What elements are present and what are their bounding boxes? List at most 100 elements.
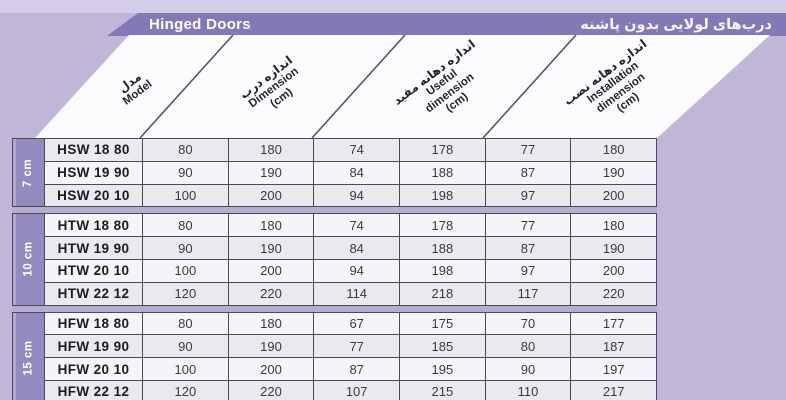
value-cell: 67 bbox=[313, 312, 400, 335]
value-cell: 197 bbox=[570, 358, 657, 380]
value-cell: 90 bbox=[142, 161, 228, 184]
value-cell: 198 bbox=[399, 184, 485, 207]
value-cell: 100 bbox=[142, 184, 228, 207]
spec-table: 7 cm HSW 18 80 80 180 74 178 77 180 HSW 19 90 90 1… bbox=[12, 138, 657, 400]
value-cell: 87 bbox=[484, 161, 571, 184]
table-row: HFW 18 80 80 180 67 175 70 177 bbox=[45, 312, 657, 335]
value-cell: 187 bbox=[570, 335, 657, 358]
table-row: HTW 19 90 90 190 84 188 87 190 bbox=[45, 236, 657, 259]
value-cell: 180 bbox=[227, 214, 314, 237]
value-cell: 84 bbox=[313, 237, 400, 259]
group-separator bbox=[12, 305, 657, 312]
value-cell: 80 bbox=[142, 214, 228, 237]
value-cell: 200 bbox=[570, 259, 657, 282]
model-cell: HFW 22 12 bbox=[45, 380, 142, 400]
value-cell: 180 bbox=[570, 214, 657, 237]
value-cell: 100 bbox=[142, 358, 228, 380]
value-cell: 90 bbox=[142, 237, 228, 259]
value-cell: 190 bbox=[227, 237, 314, 259]
value-cell: 180 bbox=[227, 312, 314, 335]
table-row: HFW 20 10 100 200 87 195 90 197 bbox=[45, 357, 657, 380]
value-cell: 100 bbox=[142, 259, 228, 282]
group-thickness-label: 15 cm bbox=[22, 340, 35, 376]
value-cell: 178 bbox=[399, 214, 485, 237]
value-cell: 94 bbox=[313, 184, 400, 207]
value-cell: 90 bbox=[484, 358, 571, 380]
model-cell: HSW 18 80 bbox=[45, 139, 142, 161]
value-cell: 190 bbox=[227, 161, 314, 184]
value-cell: 188 bbox=[399, 161, 485, 184]
value-cell: 110 bbox=[484, 380, 571, 400]
value-cell: 74 bbox=[313, 214, 400, 237]
value-cell: 190 bbox=[227, 335, 314, 358]
value-cell: 87 bbox=[484, 237, 571, 259]
value-cell: 190 bbox=[570, 161, 657, 184]
group-thickness-band: 10 cm bbox=[13, 214, 45, 305]
value-cell: 220 bbox=[570, 282, 657, 305]
value-cell: 180 bbox=[227, 139, 314, 161]
value-cell: 220 bbox=[227, 380, 314, 400]
value-cell: 220 bbox=[227, 282, 314, 305]
model-cell: HTW 22 12 bbox=[45, 282, 142, 305]
value-cell: 217 bbox=[570, 380, 657, 400]
table-row: HTW 20 10 100 200 94 198 97 200 bbox=[45, 258, 657, 282]
value-cell: 178 bbox=[399, 139, 485, 161]
value-cell: 185 bbox=[399, 335, 485, 358]
header-divider-lines bbox=[139, 35, 577, 138]
value-cell: 175 bbox=[399, 312, 485, 335]
group-thickness-band: 15 cm bbox=[13, 312, 45, 400]
group-separator bbox=[12, 207, 657, 214]
value-cell: 198 bbox=[399, 259, 485, 282]
value-cell: 94 bbox=[313, 259, 400, 282]
value-cell: 200 bbox=[227, 184, 314, 207]
value-cell: 87 bbox=[313, 358, 400, 380]
group-thickness-label: 10 cm bbox=[22, 241, 35, 278]
value-cell: 200 bbox=[570, 184, 657, 207]
value-cell: 195 bbox=[399, 358, 485, 380]
value-cell: 80 bbox=[142, 312, 228, 335]
value-cell: 77 bbox=[484, 214, 571, 237]
row-group-10cm: 10 cm HTW 18 80 80 180 74 178 77 180 HTW 19 90 90… bbox=[12, 213, 657, 306]
row-group-15cm: 15 cm HFW 18 80 80 180 67 175 70 177 HFW 19 90 90… bbox=[12, 311, 657, 400]
table-row: HSW 20 10 100 200 94 198 97 200 bbox=[45, 183, 657, 207]
value-cell: 74 bbox=[313, 139, 400, 161]
value-cell: 114 bbox=[313, 282, 400, 305]
model-cell: HTW 20 10 bbox=[45, 259, 142, 282]
title-bar: Hinged Doors درب‌های لولایی بدون پاشنه bbox=[107, 13, 786, 36]
group-thickness-label: 7 cm bbox=[22, 158, 35, 187]
value-cell: 80 bbox=[142, 139, 228, 161]
table-row: HFW 22 12 120 220 107 215 110 217 bbox=[45, 379, 657, 400]
table-row: HSW 18 80 80 180 74 178 77 180 bbox=[45, 139, 657, 161]
table-row: HSW 19 90 90 190 84 188 87 190 bbox=[45, 160, 657, 184]
value-cell: 84 bbox=[313, 161, 400, 184]
value-cell: 117 bbox=[484, 282, 571, 305]
model-cell: HSW 19 90 bbox=[45, 161, 142, 184]
value-cell: 80 bbox=[484, 335, 571, 358]
value-cell: 218 bbox=[399, 282, 485, 305]
value-cell: 120 bbox=[142, 282, 228, 305]
column-header-panel: مدل Model اندازه درب Dimension (cm) اندازه … bbox=[35, 35, 770, 138]
value-cell: 77 bbox=[484, 139, 571, 161]
value-cell: 70 bbox=[484, 312, 571, 335]
value-cell: 188 bbox=[399, 237, 485, 259]
model-cell: HFW 20 10 bbox=[45, 358, 142, 380]
table-row: HFW 19 90 90 190 77 185 80 187 bbox=[45, 334, 657, 358]
model-cell: HFW 18 80 bbox=[45, 312, 142, 335]
value-cell: 177 bbox=[570, 312, 657, 335]
value-cell: 190 bbox=[570, 237, 657, 259]
group-thickness-band: 7 cm bbox=[13, 139, 45, 207]
page-title-english: Hinged Doors bbox=[149, 16, 251, 33]
row-group-7cm: 7 cm HSW 18 80 80 180 74 178 77 180 HSW 19 90 90 1… bbox=[12, 138, 657, 208]
model-cell: HSW 20 10 bbox=[45, 184, 142, 207]
value-cell: 120 bbox=[142, 380, 228, 400]
model-cell: HTW 19 90 bbox=[45, 237, 142, 259]
value-cell: 107 bbox=[313, 380, 400, 400]
value-cell: 97 bbox=[484, 184, 571, 207]
value-cell: 97 bbox=[484, 259, 571, 282]
model-cell: HFW 19 90 bbox=[45, 335, 142, 358]
value-cell: 90 bbox=[142, 335, 228, 358]
value-cell: 200 bbox=[227, 259, 314, 282]
value-cell: 215 bbox=[399, 380, 485, 400]
value-cell: 180 bbox=[570, 139, 657, 161]
table-row: HTW 22 12 120 220 114 218 117 220 bbox=[45, 281, 657, 305]
